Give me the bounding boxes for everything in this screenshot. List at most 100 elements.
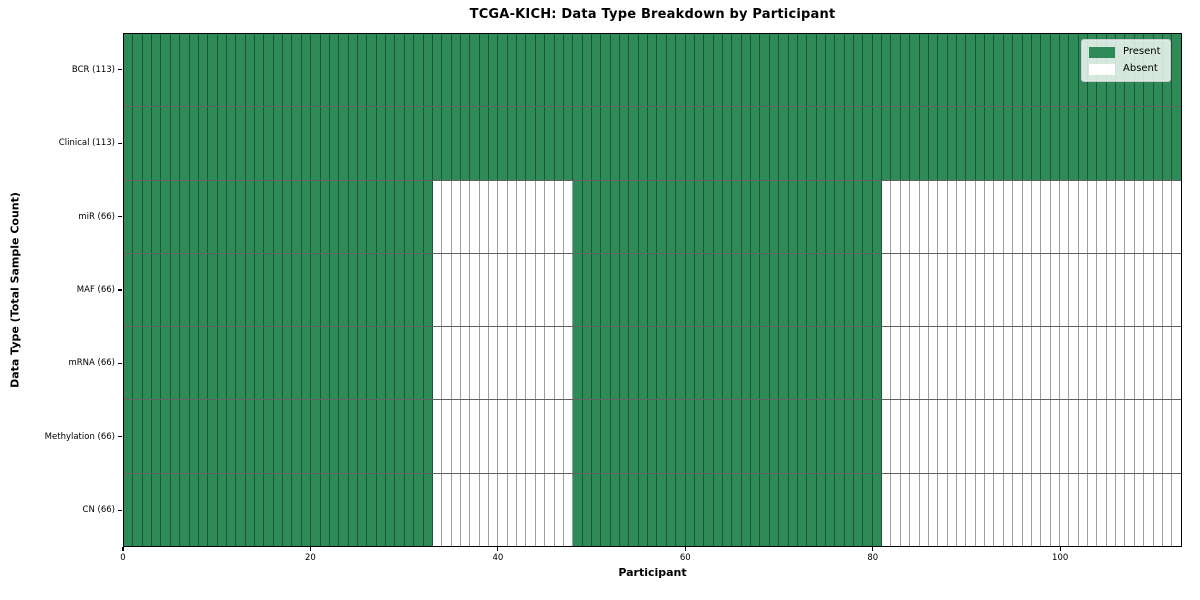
heatmap-cell-absent — [535, 253, 546, 327]
heatmap-cell-present — [751, 180, 761, 253]
heatmap-cell-present — [124, 400, 134, 473]
heatmap-cell-present — [329, 180, 340, 253]
heatmap-cell-present — [311, 107, 321, 180]
heatmap-cell-present — [301, 473, 312, 546]
heatmap-cell-absent — [882, 327, 892, 400]
heatmap-cell-present — [142, 473, 153, 546]
heatmap-cell-present — [835, 253, 845, 327]
heatmap-cell-present — [863, 107, 873, 180]
heatmap-cell-present — [142, 400, 153, 473]
heatmap-cell-absent — [526, 400, 536, 473]
heatmap-cell-present — [956, 107, 967, 180]
heatmap-cell-absent — [1031, 327, 1042, 400]
heatmap-cell-present — [329, 107, 340, 180]
heatmap-cell-absent — [1162, 327, 1173, 400]
heatmap-cell-absent — [498, 180, 508, 253]
heatmap-cell-present — [685, 327, 695, 400]
heatmap-cell-absent — [1144, 253, 1154, 327]
heatmap-cell-present — [283, 107, 293, 180]
heatmap-cell-present — [591, 473, 602, 546]
y-tick-mark — [118, 142, 122, 144]
heatmap-cell-present — [442, 107, 452, 180]
y-tick-label-cn: CN (66) — [82, 505, 115, 516]
heatmap-cell-present — [292, 327, 302, 400]
x-tick-mark — [122, 547, 124, 551]
heatmap-cell-present — [928, 34, 939, 107]
heatmap-cell-present — [255, 327, 265, 400]
heatmap-cell-present — [835, 327, 845, 400]
heatmap-cell-present — [180, 107, 190, 180]
heatmap-cell-present — [732, 327, 742, 400]
heatmap-cell-present — [788, 34, 798, 107]
heatmap-cell-present — [376, 107, 387, 180]
heatmap-cell-present — [339, 473, 349, 546]
heatmap-cell-absent — [947, 400, 957, 473]
heatmap-cell-absent — [1031, 400, 1042, 473]
heatmap-cell-present — [620, 34, 630, 107]
heatmap-cell-present — [451, 107, 461, 180]
heatmap-cell-present — [236, 107, 246, 180]
heatmap-cell-present — [133, 253, 143, 327]
heatmap-cell-present — [395, 400, 405, 473]
heatmap-cell-present — [320, 473, 330, 546]
heatmap-cell-absent — [442, 253, 452, 327]
heatmap-cell-present — [704, 327, 714, 400]
heatmap-cell-present — [507, 34, 518, 107]
heatmap-cell-absent — [535, 180, 546, 253]
heatmap-cell-present — [582, 34, 592, 107]
heatmap-cell-present — [348, 400, 358, 473]
heatmap-cell-present — [1031, 107, 1042, 180]
heatmap-cell-absent — [517, 473, 527, 546]
heatmap-cell-present — [386, 180, 396, 253]
heatmap-cell-present — [797, 473, 808, 546]
legend: Present Absent — [1081, 39, 1171, 82]
heatmap-cell-present — [423, 253, 433, 327]
heatmap-cell-present — [414, 34, 424, 107]
heatmap-cell-present — [788, 253, 798, 327]
heatmap-cell-present — [170, 327, 181, 400]
heatmap-cell-present — [938, 34, 948, 107]
heatmap-cell-absent — [545, 180, 555, 253]
heatmap-cell-absent — [966, 473, 976, 546]
heatmap-cell-present — [816, 34, 826, 107]
heatmap-cell-present — [563, 107, 574, 180]
heatmap-cell-present — [713, 473, 723, 546]
heatmap-cell-absent — [1003, 327, 1014, 400]
heatmap-cell-present — [432, 107, 443, 180]
heatmap-cell-present — [124, 327, 134, 400]
heatmap-cell-absent — [1153, 253, 1163, 327]
heatmap-cell-present — [732, 180, 742, 253]
heatmap-cell-present — [769, 107, 780, 180]
heatmap-cell-present — [376, 327, 387, 400]
heatmap-cell-present — [975, 107, 986, 180]
heatmap-cell-present — [161, 473, 171, 546]
heatmap-cell-present — [161, 327, 171, 400]
heatmap-cell-present — [357, 180, 368, 253]
heatmap-cell-absent — [442, 327, 452, 400]
heatmap-cell-present — [198, 473, 209, 546]
heatmap-cell-absent — [1144, 473, 1154, 546]
heatmap-cell-present — [573, 473, 583, 546]
heatmap-cell-present — [788, 107, 798, 180]
heatmap-cell-absent — [1078, 400, 1089, 473]
heatmap-cell-absent — [1013, 327, 1023, 400]
heatmap-cell-present — [872, 34, 883, 107]
heatmap-cell-absent — [1097, 253, 1107, 327]
heatmap-cell-present — [236, 327, 246, 400]
heatmap-cell-absent — [1069, 253, 1079, 327]
heatmap-cell-absent — [1106, 400, 1117, 473]
heatmap-cell-absent — [966, 327, 976, 400]
heatmap-cell-present — [760, 107, 770, 180]
heatmap-cell-present — [386, 400, 396, 473]
heatmap-cell-absent — [526, 180, 536, 253]
heatmap-cell-present — [657, 107, 667, 180]
heatmap-cell-present — [367, 107, 377, 180]
heatmap-cell-absent — [1116, 327, 1126, 400]
heatmap-cell-present — [1069, 107, 1079, 180]
heatmap-cell-present — [189, 107, 199, 180]
heatmap-cell-present — [320, 34, 330, 107]
heatmap-cell-present — [245, 107, 256, 180]
heatmap-cell-present — [208, 34, 218, 107]
heatmap-cell-absent — [479, 253, 490, 327]
heatmap-cell-absent — [1125, 253, 1135, 327]
